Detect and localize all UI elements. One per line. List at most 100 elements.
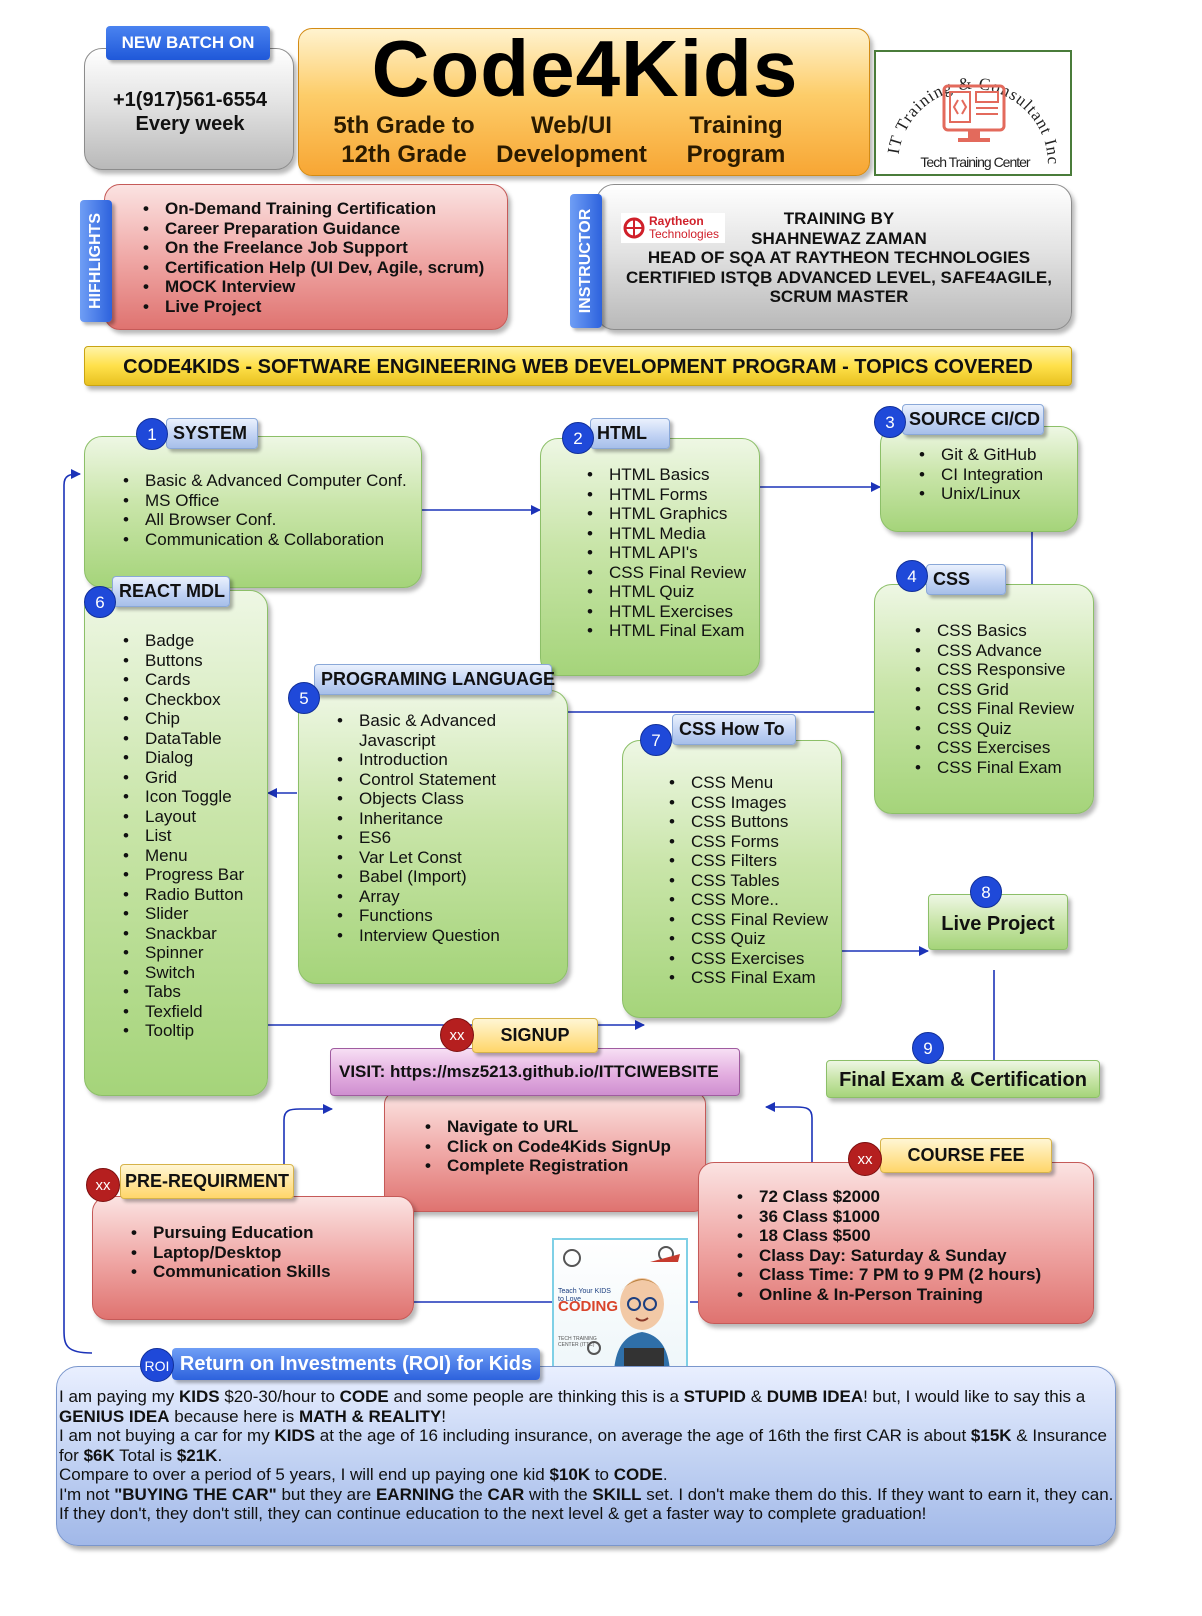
step-number-9: 9 [912, 1032, 944, 1064]
list-item: Communication Skills [127, 1262, 331, 1282]
list-item: Click on Code4Kids SignUp [421, 1137, 671, 1157]
list-item: HTML API's [583, 543, 746, 563]
list-item: Introduction [333, 750, 563, 770]
list-item: CI Integration [915, 465, 1043, 485]
kid-illustration [563, 1246, 680, 1372]
roi-text-segment: CAR [487, 1484, 525, 1504]
roi-title: Return on Investments (ROI) for Kids [172, 1348, 540, 1380]
list-item: CSS Buttons [665, 812, 828, 832]
list-item: Buttons [119, 651, 244, 671]
module-react-title: REACT MDL [112, 576, 230, 607]
list-item: HTML Basics [583, 465, 746, 485]
module-programming-language: Basic & Advanced Javascript Introduction… [298, 690, 568, 984]
list-item: Objects Class [333, 789, 563, 809]
list-item: On-Demand Training Certification [139, 199, 484, 219]
roi-text-segment: I am paying my [59, 1387, 179, 1406]
list-item: CSS Final Exam [665, 968, 828, 988]
list-item: HTML Forms [583, 485, 746, 505]
instructor-name: SHAHNEWAZ ZAMAN [751, 228, 927, 248]
page-title: Code4Kids [371, 24, 799, 113]
list-item: Radio Button [119, 885, 244, 905]
list-item: Babel (Import) [333, 867, 563, 887]
roi-text-segment: ! but, I would like to say this a [863, 1387, 1086, 1406]
signup-url-link[interactable]: VISIT: https://msz5213.github.io/ITTCIWE… [330, 1048, 740, 1096]
program-type: Training Program [661, 111, 811, 169]
list-item: Pursuing Education [127, 1223, 331, 1243]
list-item: MS Office [119, 491, 407, 511]
new-batch-card: +1(917)561-6554 Every week [84, 48, 294, 170]
list-item: CSS Quiz [911, 719, 1074, 739]
roi-text-segment: EARNING [375, 1484, 455, 1504]
phone-number: +1(917)561-6554 [112, 89, 267, 111]
html-topics-list: HTML Basics HTML Forms HTML Graphics HTM… [583, 465, 746, 641]
list-item: 18 Class $500 [733, 1226, 1041, 1246]
grade-range: 5th Grade to 12th Grade [329, 111, 479, 169]
module-system-title: SYSTEM [166, 418, 258, 449]
list-item: Career Preparation Guidance [139, 219, 484, 239]
step-number-8: 8 [970, 876, 1002, 908]
subject-line-1: Web/UI [531, 112, 612, 139]
program-line-1: Training [689, 112, 783, 139]
list-item: Certification Help (UI Dev, Agile, scrum… [139, 258, 484, 278]
signup-card: Navigate to URL Click on Code4Kids SignU… [384, 1092, 706, 1212]
roi-paragraph-3: Compare to over a period of 5 years, I w… [59, 1465, 1115, 1485]
module-css-how-to: CSS Menu CSS Images CSS Buttons CSS Form… [622, 740, 842, 1018]
program-line-2: Program [686, 141, 786, 168]
roi-card: I am paying my KIDS $20-30/hour to CODE … [56, 1366, 1116, 1546]
roi-text-segment: $21K [176, 1445, 218, 1465]
batch-frequency: Every week [135, 113, 245, 135]
list-item: Communication & Collaboration [119, 530, 407, 550]
grade-line-1: 5th Grade to [333, 112, 475, 139]
list-item: HTML Quiz [583, 582, 746, 602]
list-item: Control Statement [333, 770, 563, 790]
list-item: CSS Responsive [911, 660, 1074, 680]
roi-text-segment: . [662, 1465, 668, 1484]
step-number-4: 4 [896, 560, 928, 592]
roi-text-segment: KIDS [179, 1387, 220, 1406]
css-howto-topics-list: CSS Menu CSS Images CSS Buttons CSS Form… [665, 773, 828, 988]
list-item: CSS Filters [665, 851, 828, 871]
course-fee-badge: xx [848, 1142, 882, 1176]
list-item: CSS Tables [665, 871, 828, 891]
roi-text-segment: & Insurance for [59, 1426, 1108, 1465]
list-item: HTML Exercises [583, 602, 746, 622]
roi-text-segment: KIDS [274, 1426, 316, 1445]
book-title: CODING [558, 1298, 618, 1315]
signup-steps-list: Navigate to URL Click on Code4Kids SignU… [421, 1117, 671, 1176]
roi-text-segment: set. I don't make them do this. If they … [59, 1484, 1114, 1524]
module-final-exam: Final Exam & Certification [826, 1060, 1100, 1098]
book-publisher: TECH TRAINING CENTER (ITTC) [558, 1336, 597, 1348]
list-item: CSS Final Review [665, 910, 828, 930]
raytheon-name: Raytheon [649, 214, 704, 228]
list-item: CSS Images [665, 793, 828, 813]
prerequirement-title: PRE-REQUIRMENT [120, 1164, 294, 1199]
grade-line-2: 12th Grade [341, 141, 467, 168]
raytheon-emblem-icon [623, 217, 645, 239]
list-item: Dialog [119, 748, 244, 768]
coding-book-cover: Teach Your KIDS to Love CODING TECH TRAI… [552, 1238, 688, 1374]
list-item: CSS Menu [665, 773, 828, 793]
roi-text-segment: GENIUS IDEA [59, 1406, 170, 1426]
list-item: Icon Toggle [119, 787, 244, 807]
roi-text-segment: . [217, 1445, 223, 1465]
list-item: Switch [119, 963, 244, 983]
company-logo: IT Training & Consultant Inc. Tech Train… [873, 37, 1072, 176]
prerequirement-badge: xx [86, 1168, 120, 1202]
signup-title: SIGNUP [472, 1018, 598, 1053]
list-item: Texfield [119, 1002, 244, 1022]
instructor-card: TRAINING BY SHAHNEWAZ ZAMAN HEAD OF SQA … [596, 184, 1072, 330]
roi-text-segment: but they are [276, 1484, 376, 1504]
highlights-card: On-Demand Training Certification Career … [104, 184, 508, 330]
list-item: On the Freelance Job Support [139, 238, 484, 258]
list-item: CSS Advance [911, 641, 1074, 661]
list-item: Badge [119, 631, 244, 651]
module-css-howto-title: CSS How To [672, 714, 796, 745]
raytheon-logo: Raytheon Technologies [621, 213, 725, 243]
book-tagline: Teach Your KIDS to Love [558, 1288, 611, 1303]
roi-text-segment: $20-30/hour to [219, 1387, 340, 1406]
instructor-side-tab: INSTRUCTOR [570, 194, 602, 328]
highlights-side-tab: HIFHLIGHTS [80, 200, 112, 322]
course-fee-card: 72 Class $2000 36 Class $1000 18 Class $… [698, 1162, 1094, 1324]
step-number-5: 5 [288, 682, 320, 714]
list-item: 72 Class $2000 [733, 1187, 1041, 1207]
